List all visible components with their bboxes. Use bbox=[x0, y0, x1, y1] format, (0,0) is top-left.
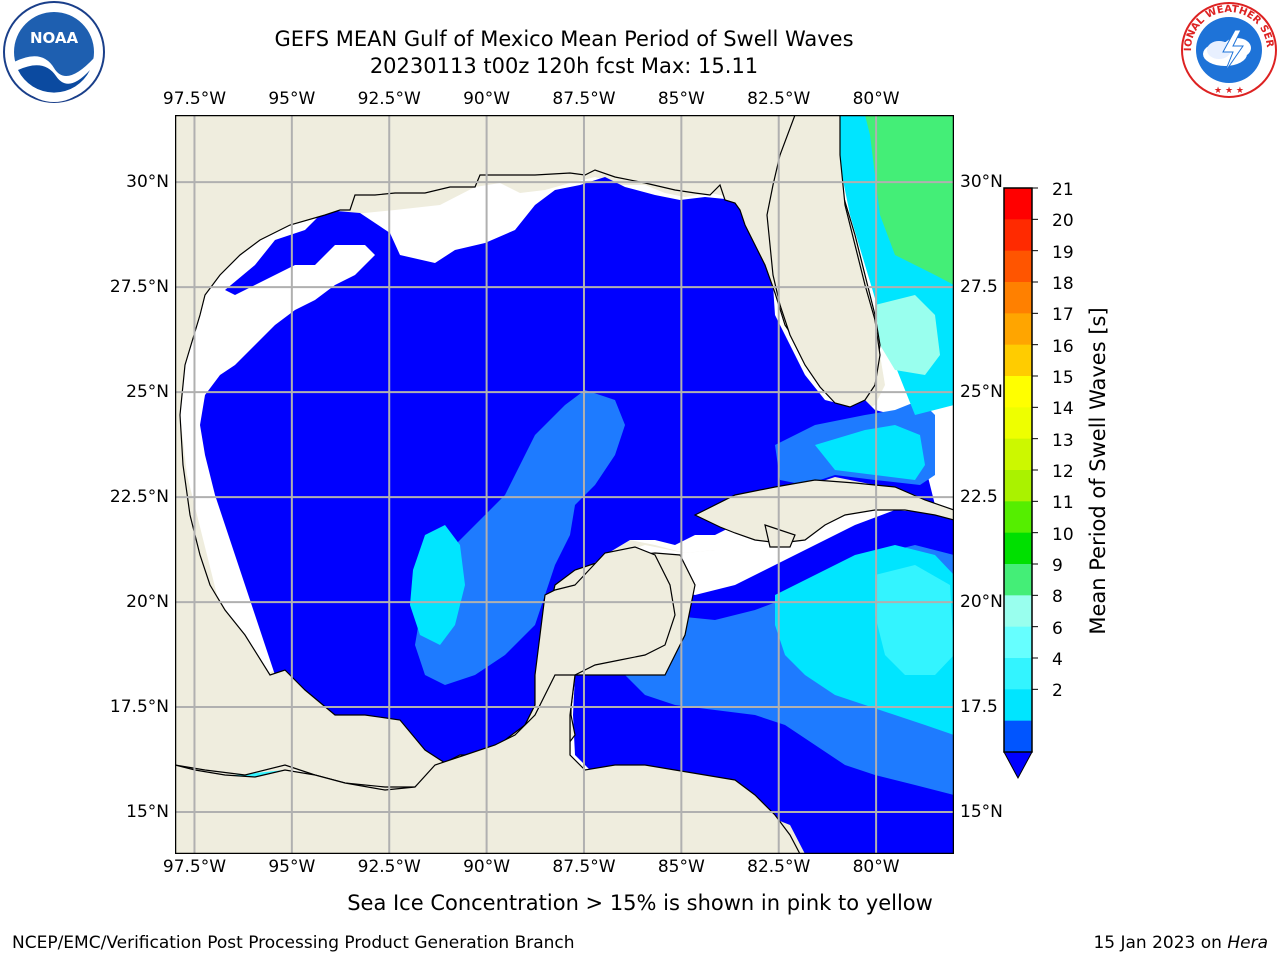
footer-date: 15 Jan 2023 on Hera bbox=[1093, 933, 1268, 953]
land-florida bbox=[766, 115, 881, 408]
lon-label-top: 95°W bbox=[268, 89, 316, 109]
colorbar-band bbox=[1004, 470, 1032, 502]
swell-contour-cyan-straits bbox=[815, 425, 925, 480]
colorbar-band bbox=[1004, 188, 1032, 220]
lat-label-right: 30°N bbox=[960, 172, 1003, 193]
lat-label-right: 20°N bbox=[960, 592, 1003, 613]
colorbar-band bbox=[1004, 595, 1032, 628]
colorbar-band bbox=[1004, 501, 1032, 534]
swell-contour-lightblue-gulf bbox=[415, 390, 625, 685]
colorbar-band bbox=[1004, 532, 1032, 565]
colorbar-band bbox=[1004, 689, 1032, 722]
colorbar-tick-label: 9 bbox=[1052, 556, 1063, 576]
colorbar-tick-label: 13 bbox=[1052, 430, 1074, 451]
lon-label-top: 80°W bbox=[852, 89, 900, 109]
swell-contour-cyan-gulf bbox=[410, 525, 465, 645]
lat-label-left: 20°N bbox=[126, 592, 169, 613]
colorbar-band bbox=[1004, 313, 1032, 346]
lon-label-bottom: 87.5°W bbox=[552, 857, 616, 877]
colorbar-tick-label: 18 bbox=[1052, 274, 1074, 294]
colorbar-tick-label: 12 bbox=[1052, 462, 1074, 482]
lon-label-top: 92.5°W bbox=[357, 89, 421, 109]
footer-date-text: 15 Jan 2023 on bbox=[1093, 933, 1228, 953]
lon-label-top: 85°W bbox=[657, 89, 705, 109]
lon-label-top: 87.5°W bbox=[552, 89, 616, 109]
lat-label-left: 22.5°N bbox=[109, 487, 169, 508]
lat-label-left: 17.5°N bbox=[109, 697, 169, 718]
colorbar-band bbox=[1004, 219, 1032, 252]
chart-title: GEFS MEAN Gulf of Mexico Mean Period of … bbox=[274, 27, 854, 51]
lat-label-left: 15°N bbox=[126, 802, 169, 822]
chart-subtitle: 20230113 t00z 120h fcst Max: 15.11 bbox=[369, 54, 759, 78]
lat-label-right: 17.5 bbox=[960, 697, 998, 718]
lon-label-bottom: 80°W bbox=[852, 857, 900, 877]
colorbar-band bbox=[1004, 658, 1032, 690]
colorbar-tick-label: 4 bbox=[1052, 650, 1063, 670]
footer-credit: NCEP/EMC/Verification Post Processing Pr… bbox=[12, 933, 575, 953]
lat-label-right: 25°N bbox=[960, 382, 1003, 403]
colorbar-tick-label: 6 bbox=[1052, 618, 1063, 639]
lat-label-right: 27.5 bbox=[960, 277, 998, 298]
lon-label-bottom: 97.5°W bbox=[162, 857, 227, 877]
footer-host: Hera bbox=[1227, 933, 1268, 953]
colorbar-title: Mean Period of Swell Waves [s] bbox=[1086, 307, 1110, 635]
colorbar-tick-label: 15 bbox=[1052, 368, 1074, 388]
colorbar-tick-label: 10 bbox=[1052, 524, 1074, 545]
colorbar-under-triangle bbox=[1003, 751, 1033, 780]
swell-contour-aqua-caribbean bbox=[875, 565, 954, 675]
swell-contour-atlantic-green bbox=[865, 115, 954, 285]
colorbar-band bbox=[1004, 282, 1032, 314]
colorbar-tick-label: 2 bbox=[1052, 681, 1063, 702]
colorbar-tick-label: 21 bbox=[1052, 180, 1074, 200]
colorbar-band bbox=[1004, 720, 1032, 753]
colorbar-tick-label: 8 bbox=[1052, 587, 1063, 608]
colorbar-band bbox=[1004, 376, 1032, 408]
lon-label-bottom: 85°W bbox=[657, 857, 705, 877]
nws-logo: NATIONAL WEATHER SERVICE ★ ★ ★ bbox=[1179, 0, 1277, 98]
colorbar-band bbox=[1004, 626, 1032, 659]
map-plot bbox=[175, 115, 954, 854]
lat-label-right: 22.5 bbox=[960, 487, 998, 508]
colorbar-band bbox=[1004, 438, 1032, 471]
land-cuba bbox=[693, 479, 954, 544]
colorbar-band bbox=[1004, 250, 1032, 283]
lon-label-top: 90°W bbox=[463, 89, 511, 109]
lon-label-top: 97.5°W bbox=[162, 89, 227, 109]
lon-label-bottom: 90°W bbox=[463, 857, 511, 877]
lat-label-left: 27.5°N bbox=[109, 277, 169, 298]
lon-label-bottom: 95°W bbox=[268, 857, 316, 877]
swell-contour-atlantic-pale bbox=[875, 295, 940, 375]
colorbar-tick-label: 19 bbox=[1052, 242, 1074, 263]
colorbar-band bbox=[1004, 344, 1032, 377]
lon-label-top: 82.5°W bbox=[747, 89, 811, 109]
colorbar-tick-label: 11 bbox=[1052, 493, 1074, 514]
sea-ice-caption: Sea Ice Concentration > 15% is shown in … bbox=[347, 891, 933, 915]
lat-label-left: 25°N bbox=[126, 382, 169, 403]
svg-text:★ ★ ★: ★ ★ ★ bbox=[1214, 86, 1244, 96]
colorbar-tick-label: 20 bbox=[1052, 211, 1074, 232]
lon-label-bottom: 82.5°W bbox=[747, 857, 811, 877]
colorbar-tick-label: 14 bbox=[1052, 399, 1074, 420]
colorbar-tick-label: 16 bbox=[1052, 336, 1074, 357]
colorbar-frame bbox=[1003, 187, 1033, 753]
noaa-logo-text: NOAA bbox=[30, 29, 79, 47]
lat-label-left: 30°N bbox=[126, 172, 169, 193]
lon-label-bottom: 92.5°W bbox=[357, 857, 421, 877]
map-gridlines bbox=[175, 115, 954, 854]
lat-label-right: 15°N bbox=[960, 802, 1003, 822]
colorbar-tick-label: 17 bbox=[1052, 305, 1074, 326]
colorbar-band bbox=[1004, 564, 1032, 596]
colorbar-band bbox=[1004, 407, 1032, 440]
colorbar bbox=[1003, 187, 1038, 780]
noaa-logo: NOAA bbox=[3, 1, 105, 103]
land-hispaniola-jamaica bbox=[764, 524, 796, 548]
